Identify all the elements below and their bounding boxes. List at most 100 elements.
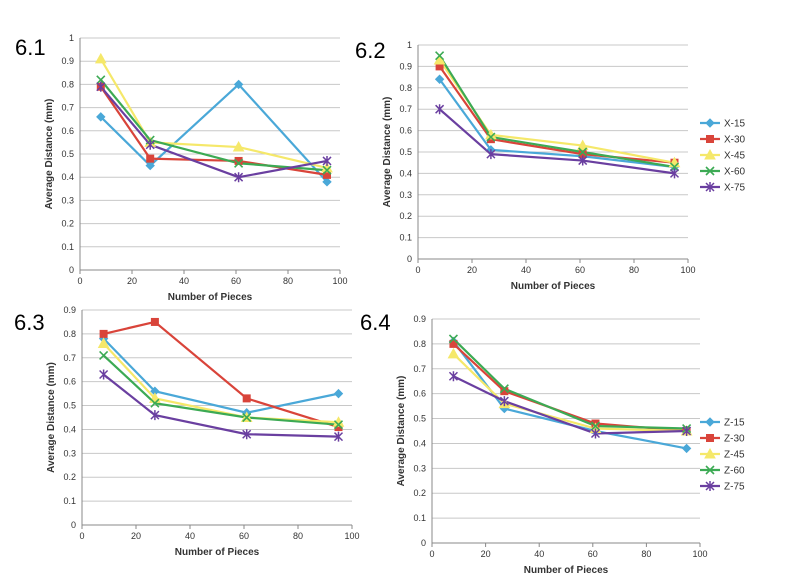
data-point-Z-45 xyxy=(447,347,460,359)
data-point-X-15 xyxy=(322,177,332,187)
y-axis-title: Average Distance (mm) xyxy=(46,362,57,473)
data-point-Z-60 xyxy=(242,412,252,423)
series-line-Z-45 xyxy=(452,353,687,433)
legend-entry: X-60 xyxy=(724,167,746,178)
x-tick-label: 80 xyxy=(641,549,651,559)
y-tick-label: 0.9 xyxy=(399,61,412,71)
data-point-Z-60 xyxy=(150,398,160,408)
x-tick-label: 100 xyxy=(680,265,695,275)
data-point-X-75 xyxy=(578,155,588,166)
legend-marker-X-60 xyxy=(705,166,715,176)
series-line-X-15 xyxy=(100,82,328,183)
series-line-X-60 xyxy=(438,55,675,169)
x-tick-label: 40 xyxy=(185,531,195,541)
y-tick-label: 0.8 xyxy=(61,79,74,89)
y-tick-label: 0.1 xyxy=(63,496,76,506)
x-axis-title: Number of Pieces xyxy=(511,281,596,292)
data-point-X-60 xyxy=(234,158,244,168)
data-point-Z-60 xyxy=(448,334,459,344)
x-tick-label: 100 xyxy=(332,276,347,286)
chart-panel-4: 6.4 0 0.1 0.2 0.3 0.4 0.5 0.6 0.7 0.8 0.9 0 20 40 60 80… xyxy=(360,310,745,576)
x-tick-label: 40 xyxy=(179,276,189,286)
series-line-Z-30 xyxy=(103,320,339,429)
chart-panel-1: 6.1 0 0.1 0.2 0.3 0.4 0.5 0.6 0.7 0.8 0.9 1 0 20 40 60 8… xyxy=(15,33,348,303)
data-point-Z-75 xyxy=(333,431,344,442)
data-point-X-15 xyxy=(96,112,106,122)
data-point-X-75 xyxy=(486,149,496,160)
data-point-Z-75 xyxy=(448,371,458,382)
y-tick-label: 0 xyxy=(421,538,426,548)
y-tick-label: 1 xyxy=(69,33,74,43)
y-tick-label: 0.7 xyxy=(399,104,412,114)
legend: X-15 X-30 X-45 X-60 X-75 xyxy=(700,118,746,194)
legend-entry: Z-60 xyxy=(724,466,745,477)
x-tick-label: 100 xyxy=(344,531,359,541)
series-line-X-60 xyxy=(99,79,328,172)
x-axis-title: Number of Pieces xyxy=(175,547,260,558)
panel-label: 6.3 xyxy=(14,310,45,335)
y-axis-title: Average Distance (mm) xyxy=(396,376,407,487)
y-tick-label: 0.1 xyxy=(399,233,412,243)
y-tick-label: 0.7 xyxy=(413,364,426,374)
x-tick-label: 80 xyxy=(629,265,639,275)
panel-label: 6.1 xyxy=(15,35,46,60)
legend-entry: X-15 xyxy=(724,119,746,130)
series-line-Z-60 xyxy=(102,354,339,426)
data-point-X-60 xyxy=(435,51,445,61)
y-tick-label: 0.1 xyxy=(61,242,74,252)
series-line-Z-75 xyxy=(102,373,339,438)
x-tick-label: 20 xyxy=(481,549,491,559)
data-point-Z-60 xyxy=(99,350,109,360)
data-point-X-15 xyxy=(434,74,445,84)
series-line-Z-15 xyxy=(102,337,339,414)
data-point-X-75 xyxy=(435,104,445,115)
data-point-X-45 xyxy=(433,53,446,65)
y-tick-label: 0.7 xyxy=(63,353,76,363)
x-tick-label: 0 xyxy=(79,531,84,541)
y-tick-label: 0 xyxy=(69,265,74,275)
y-tick-label: 1 xyxy=(407,40,412,50)
panel-label: 6.4 xyxy=(360,310,391,335)
x-tick-label: 60 xyxy=(239,531,249,541)
y-tick-label: 0.5 xyxy=(63,401,76,411)
series-line-Z-15 xyxy=(452,340,687,450)
chart-panel-3: 6.3 0 0.1 0.2 0.3 0.4 0.5 0.6 0.7 0.8 0.9 0 20 40 60 80… xyxy=(14,305,360,558)
data-point-Z-75 xyxy=(682,426,692,436)
data-point-X-75 xyxy=(96,81,106,92)
series-line-Z-60 xyxy=(452,338,687,430)
legend: Z-15 Z-30 Z-45 Z-60 Z-75 xyxy=(700,417,745,493)
x-tick-label: 0 xyxy=(429,549,434,559)
y-tick-label: 0.3 xyxy=(413,463,426,473)
data-point-X-60 xyxy=(669,162,680,172)
legend-marker-Z-75 xyxy=(705,481,715,491)
data-point-X-15 xyxy=(233,79,244,90)
data-point-Z-30 xyxy=(99,329,108,338)
y-tick-label: 0.4 xyxy=(399,168,412,178)
y-tick-label: 0.3 xyxy=(399,190,412,200)
y-tick-label: 0.9 xyxy=(413,314,426,324)
legend-entry: X-30 xyxy=(724,135,746,146)
y-tick-label: 0.4 xyxy=(63,424,76,434)
x-tick-label: 80 xyxy=(283,276,293,286)
data-point-Z-15 xyxy=(333,388,344,399)
data-point-Z-75 xyxy=(150,410,160,421)
y-tick-label: 0.8 xyxy=(399,83,412,93)
data-point-X-15 xyxy=(145,160,155,171)
legend-marker-Z-45 xyxy=(704,447,716,459)
legend-marker-X-30 xyxy=(706,135,714,143)
data-point-X-30 xyxy=(146,154,155,163)
y-tick-label: 0.9 xyxy=(61,56,74,66)
chart-panel-2: 6.2 0 0.1 0.2 0.3 0.4 0.5 0.6 0.7 0.8 0.9 1 0 20 40 60 8… xyxy=(355,38,746,292)
y-tick-label: 0.7 xyxy=(61,103,74,113)
x-tick-label: 0 xyxy=(77,276,82,286)
data-point-X-75 xyxy=(145,139,155,150)
y-tick-label: 0.6 xyxy=(61,126,74,136)
x-tick-label: 40 xyxy=(534,549,544,559)
x-tick-label: 60 xyxy=(575,265,585,275)
data-point-X-30 xyxy=(234,156,243,165)
data-point-X-45 xyxy=(94,52,107,64)
x-tick-label: 80 xyxy=(293,531,303,541)
legend-entry: Z-45 xyxy=(724,450,745,461)
y-tick-label: 0.5 xyxy=(399,147,412,157)
